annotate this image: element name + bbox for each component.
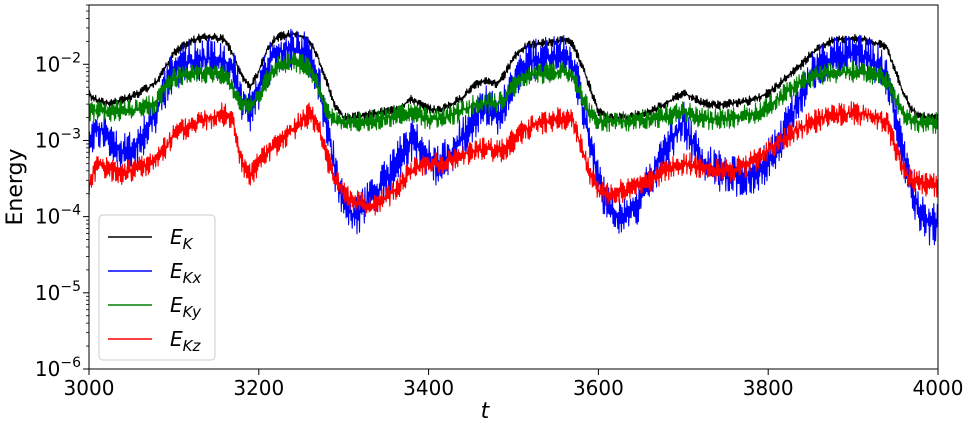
series-line-E_Ky: [89, 52, 938, 134]
x-tick-label: 3600: [573, 376, 624, 400]
legend-box: [98, 214, 216, 361]
y-tick-label: 10−3: [35, 126, 81, 152]
y-tick-label: 10−2: [35, 50, 81, 76]
y-tick-label: 10−4: [35, 203, 81, 229]
legend: EK EKx EKy EKz: [98, 214, 216, 361]
legend-label-E_Kx: EKx: [170, 259, 201, 287]
x-axis-label: t: [481, 399, 491, 424]
y-tick-label: 10−5: [35, 279, 81, 305]
series-line-E_K: [89, 29, 938, 123]
series-group: [89, 28, 938, 246]
x-tick-label: 3000: [64, 376, 115, 400]
ticks-group: 3000 3200 3400 3600 3800 4000 10−2 10−3 10−4 10−5…: [35, 4, 964, 400]
legend-label-E_Kz: EKz: [170, 327, 201, 355]
plot-frame: [88, 4, 939, 370]
series-line-E_Kz: [89, 101, 938, 217]
y-tick-label: 10−6: [35, 355, 81, 381]
legend-label-E_K: EK: [170, 225, 194, 253]
legend-label-E_Ky: EKy: [170, 293, 202, 321]
x-tick-label: 3800: [743, 376, 794, 400]
x-tick-label: 4000: [913, 376, 964, 400]
y-axis-label: Energy: [3, 148, 28, 225]
x-tick-label: 3400: [403, 376, 454, 400]
x-tick-label: 3200: [233, 376, 284, 400]
